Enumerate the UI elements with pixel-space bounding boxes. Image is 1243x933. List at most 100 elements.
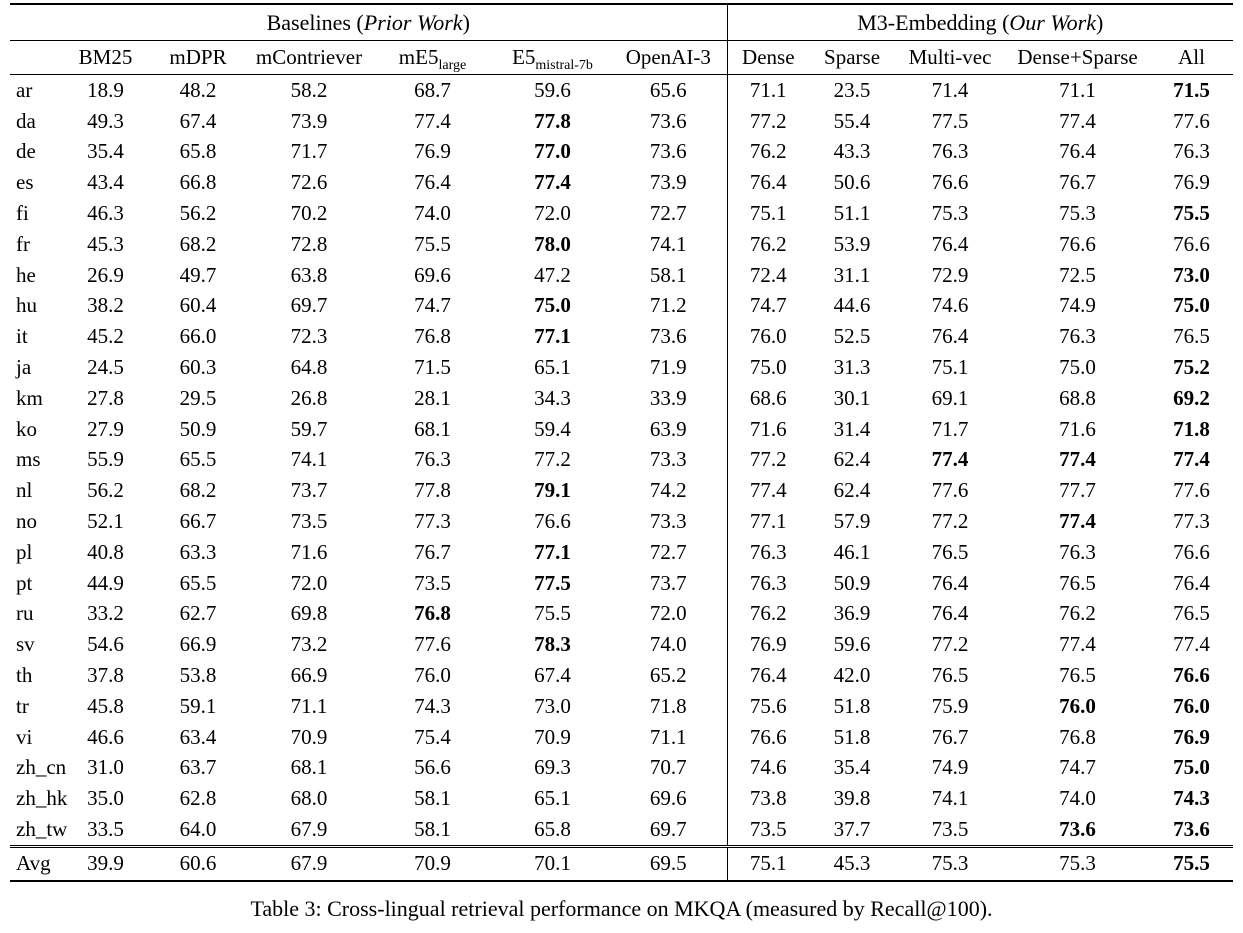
cell-mcontriever: 74.1 — [290, 447, 328, 472]
cell-sparse: 31.1 — [833, 262, 871, 287]
row-label: pl — [16, 539, 33, 564]
cell-e5-mistral-7b: 70.1 — [495, 844, 610, 881]
cell-dense-sparse: 74.9 — [1059, 293, 1096, 318]
cell-dense: 73.8 — [749, 786, 787, 811]
cell-dense: 76.0 — [749, 324, 787, 349]
cell-all: 76.6 — [1173, 231, 1210, 256]
cell-sparse: 31.4 — [833, 416, 871, 441]
cell-bm25: 39.9 — [63, 844, 148, 881]
cell-openai-3: 72.7 — [610, 198, 728, 229]
cell-bm25: 24.5 — [87, 355, 124, 380]
cell-me5-large: 76.7 — [414, 539, 451, 564]
cell-dense: 74.6 — [749, 755, 787, 780]
cell-mdpr: 66.0 — [179, 324, 217, 349]
cell-e5-mistral-7b: 47.2 — [534, 262, 571, 287]
cell-multi-vec: 73.5 — [931, 817, 969, 842]
row-label: ar — [16, 77, 33, 102]
col-header-multi-vec: Multi-vec — [895, 40, 1006, 75]
cell-multi-vec: 75.9 — [931, 693, 969, 718]
table-row-ru: ru 33.2 62.7 69.8 76.8 75.5 72.0 76.2 36.9 76.4 76… — [10, 598, 1233, 630]
cell-me5-large: 68.1 — [414, 416, 451, 441]
table-row-vi: vi 46.6 63.4 70.9 75.4 70.9 71.1 76.6 51.8 76.7 76… — [10, 721, 1233, 753]
cell-multi-vec: 71.4 — [931, 77, 969, 102]
cell-multi-vec: 76.6 — [931, 170, 969, 195]
cell-sparse: 50.6 — [833, 170, 871, 195]
cell-e5-mistral-7b: 77.1 — [534, 324, 571, 349]
cell-me5-large: 76.8 — [414, 601, 451, 626]
cell-sparse: 45.3 — [809, 844, 896, 881]
cell-all: 76.0 — [1173, 693, 1210, 718]
col-header-openai-3: OpenAI-3 — [610, 40, 728, 75]
cell-mdpr: 67.4 — [179, 108, 217, 133]
cell-openai-3: 71.2 — [610, 290, 728, 322]
col-header-label: E5 — [512, 45, 536, 69]
cell-multi-vec: 74.6 — [931, 293, 969, 318]
cell-bm25: 37.8 — [87, 663, 124, 688]
row-label: zh_tw — [16, 817, 68, 842]
cell-sparse: 39.8 — [833, 786, 871, 811]
cell-me5-large: 76.8 — [414, 324, 451, 349]
row-label: he — [16, 262, 36, 287]
cell-multi-vec: 74.1 — [931, 786, 969, 811]
table-row-zh_tw: zh_tw 33.5 64.0 67.9 58.1 65.8 69.7 73.5 37.7 73.… — [10, 814, 1233, 847]
cell-all: 77.6 — [1173, 478, 1210, 503]
cell-me5-large: 75.4 — [414, 724, 451, 749]
cell-me5-large: 77.8 — [414, 478, 451, 503]
row-label: hu — [16, 293, 37, 318]
cell-bm25: 56.2 — [87, 478, 124, 503]
cell-mcontriever: 69.8 — [290, 601, 328, 626]
table-row-es: es 43.4 66.8 72.6 76.4 77.4 73.9 76.4 50.6 76.6 76… — [10, 167, 1233, 199]
cell-multi-vec: 77.2 — [931, 509, 969, 534]
cell-all: 73.0 — [1173, 262, 1210, 287]
cell-all: 76.4 — [1173, 570, 1210, 595]
cell-dense-sparse: 77.4 — [1059, 632, 1096, 657]
cell-openai-3: 63.9 — [610, 413, 728, 445]
cell-openai-3: 70.7 — [610, 752, 728, 784]
cell-e5-mistral-7b: 77.5 — [534, 570, 571, 595]
col-header-label: mE5 — [398, 45, 439, 69]
cell-me5-large: 70.9 — [370, 844, 495, 881]
cell-dense-sparse: 76.4 — [1059, 139, 1096, 164]
cell-sparse: 50.9 — [833, 570, 871, 595]
cell-openai-3: 74.1 — [610, 228, 728, 260]
row-label: ru — [16, 601, 34, 626]
col-header-label: Dense — [742, 45, 795, 69]
cell-mcontriever: 67.9 — [248, 844, 370, 881]
cell-multi-vec: 77.5 — [931, 108, 969, 133]
row-label: nl — [16, 478, 33, 503]
table-row-da: da 49.3 67.4 73.9 77.4 77.8 73.6 77.2 55.4 77.5 77… — [10, 105, 1233, 137]
cell-all: 76.9 — [1173, 170, 1210, 195]
cell-e5-mistral-7b: 73.0 — [534, 693, 571, 718]
col-header-sparse: Sparse — [809, 40, 896, 75]
cell-dense-sparse: 74.0 — [1059, 786, 1096, 811]
row-label: zh_cn — [16, 755, 67, 780]
cell-e5-mistral-7b: 75.0 — [534, 293, 571, 318]
cell-sparse: 53.9 — [833, 231, 871, 256]
cell-sparse: 23.5 — [833, 77, 871, 102]
cell-dense-sparse: 77.4 — [1059, 447, 1096, 472]
row-label: de — [16, 139, 36, 164]
cell-e5-mistral-7b: 34.3 — [534, 385, 571, 410]
cell-dense: 75.1 — [749, 201, 787, 226]
cell-all: 76.3 — [1173, 139, 1210, 164]
group-m3-close: ) — [1096, 9, 1104, 35]
cell-all: 75.0 — [1173, 293, 1210, 318]
cell-multi-vec: 71.7 — [931, 416, 969, 441]
cell-sparse: 57.9 — [833, 509, 871, 534]
table-caption: Table 3: Cross-lingual retrieval perform… — [250, 895, 993, 921]
cell-openai-3: 65.6 — [610, 74, 728, 106]
cell-all: 75.5 — [1150, 844, 1234, 881]
cell-dense: 73.5 — [749, 817, 787, 842]
cell-mcontriever: 72.3 — [290, 324, 328, 349]
cell-dense: 76.9 — [749, 632, 787, 657]
cell-me5-large: 58.1 — [414, 817, 451, 842]
cell-multi-vec: 77.4 — [931, 447, 969, 472]
cell-all: 75.5 — [1173, 201, 1210, 226]
cell-openai-3: 73.3 — [610, 506, 728, 537]
cell-dense: 75.1 — [727, 844, 810, 881]
cell-mcontriever: 73.9 — [290, 108, 328, 133]
cell-me5-large: 73.5 — [414, 570, 451, 595]
cell-openai-3: 74.0 — [610, 629, 728, 661]
row-label: tr — [16, 693, 29, 718]
cell-e5-mistral-7b: 76.6 — [534, 509, 571, 534]
